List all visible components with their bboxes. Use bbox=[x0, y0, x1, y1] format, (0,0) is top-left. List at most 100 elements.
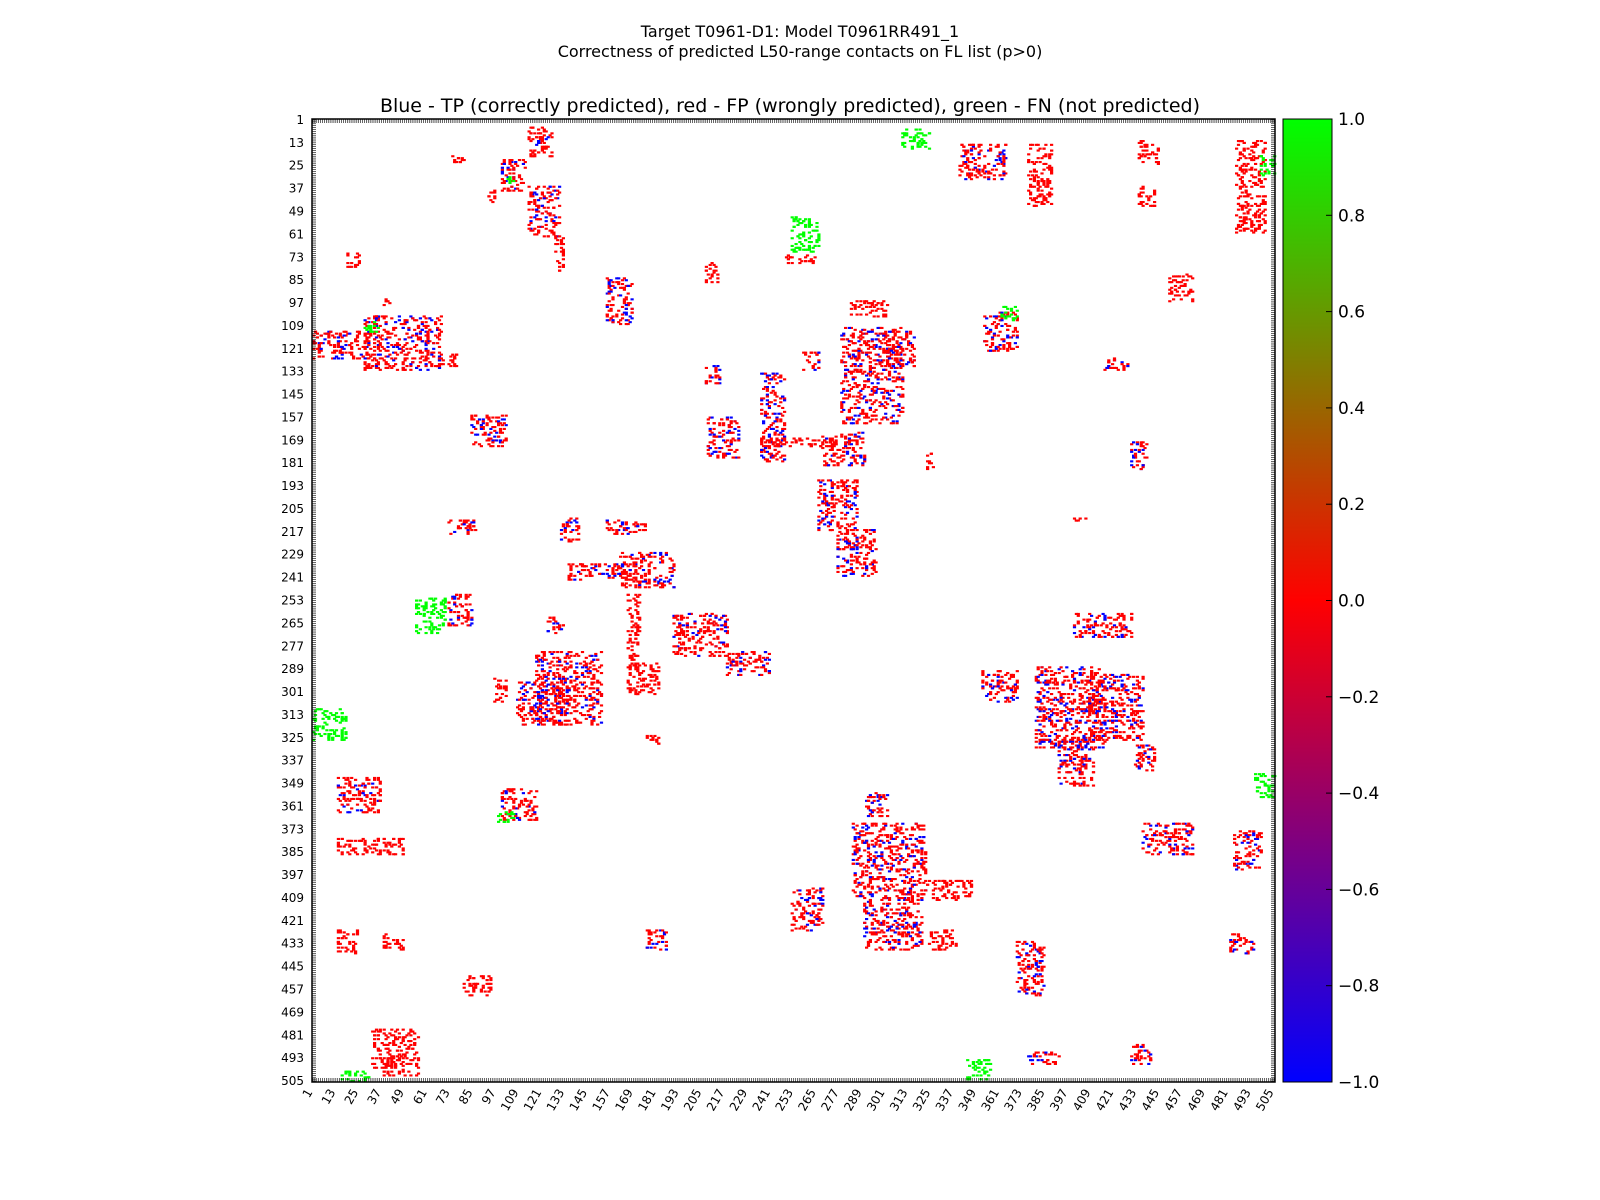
contact-cell bbox=[1004, 157, 1008, 160]
contact-cell bbox=[558, 721, 562, 724]
contact-cell bbox=[354, 265, 358, 268]
contact-cell bbox=[1259, 140, 1263, 143]
contact-cell bbox=[716, 365, 720, 368]
contact-cell bbox=[891, 389, 895, 392]
contact-cell bbox=[369, 326, 373, 329]
contact-cell bbox=[613, 286, 617, 289]
contact-cell bbox=[704, 380, 708, 383]
contact-cell bbox=[817, 233, 821, 236]
contact-cell bbox=[729, 448, 733, 451]
contact-cell bbox=[672, 635, 676, 638]
contact-cell bbox=[420, 605, 424, 608]
contact-cell bbox=[565, 723, 569, 726]
contact-cell bbox=[1002, 315, 1006, 318]
contact-cell bbox=[554, 708, 558, 711]
contact-cell bbox=[456, 614, 461, 617]
contact-cell bbox=[636, 662, 640, 665]
contact-cell bbox=[861, 441, 865, 444]
contact-cell bbox=[868, 546, 872, 549]
contact-cell bbox=[420, 355, 424, 358]
contact-cell bbox=[855, 546, 859, 549]
contact-cell bbox=[832, 515, 836, 518]
contact-cell bbox=[895, 366, 899, 369]
contact-cell bbox=[395, 342, 400, 345]
contact-cell bbox=[599, 721, 604, 724]
contact-cell bbox=[968, 161, 972, 164]
contact-cell bbox=[472, 519, 476, 522]
contact-cell bbox=[983, 324, 987, 327]
contact-cell bbox=[899, 395, 903, 398]
contact-cell bbox=[367, 366, 371, 369]
contact-cell bbox=[853, 355, 857, 358]
contact-cell bbox=[338, 351, 342, 354]
contact-cell bbox=[853, 376, 857, 379]
contact-cell bbox=[807, 220, 811, 223]
contact-cell bbox=[765, 662, 769, 665]
contact-cell bbox=[500, 166, 504, 169]
contact-cell bbox=[634, 662, 638, 665]
contact-cell bbox=[966, 164, 970, 167]
contact-cell bbox=[823, 517, 827, 520]
contact-cell bbox=[674, 614, 678, 617]
contact-cell bbox=[1139, 202, 1143, 205]
contact-cell bbox=[609, 288, 613, 291]
contact-cell bbox=[502, 422, 506, 425]
contact-cell bbox=[346, 265, 350, 268]
contact-cell bbox=[552, 222, 556, 225]
contact-cell bbox=[624, 307, 628, 310]
contact-cell bbox=[1130, 450, 1134, 453]
contact-cell bbox=[1040, 201, 1044, 204]
contact-cell bbox=[1238, 166, 1242, 169]
contact-cell bbox=[470, 416, 474, 419]
contact-cell bbox=[436, 317, 440, 320]
contact-cell bbox=[1042, 162, 1046, 165]
contact-cell bbox=[436, 365, 440, 368]
contact-cell bbox=[401, 345, 405, 348]
contact-cell bbox=[716, 454, 720, 457]
contact-cell bbox=[540, 723, 544, 726]
contact-cell bbox=[863, 300, 867, 303]
contact-cell bbox=[1122, 368, 1126, 371]
contact-cell bbox=[365, 345, 369, 348]
contact-cell bbox=[319, 349, 323, 352]
contact-cell bbox=[458, 519, 462, 522]
contact-cell bbox=[769, 452, 773, 455]
contact-cell bbox=[662, 580, 667, 583]
contact-cell bbox=[781, 439, 785, 442]
contact-cell bbox=[876, 326, 880, 329]
contact-cell bbox=[624, 576, 628, 579]
contact-cell bbox=[895, 330, 899, 333]
contact-cell bbox=[985, 317, 989, 320]
contact-cell bbox=[523, 698, 527, 701]
contact-cell bbox=[680, 632, 684, 635]
contact-cell bbox=[992, 332, 996, 335]
contact-cell bbox=[344, 717, 348, 720]
contact-cell bbox=[626, 647, 630, 650]
contact-cell bbox=[451, 353, 455, 356]
contact-cell bbox=[592, 706, 596, 709]
contact-cell bbox=[554, 632, 558, 635]
contact-cell bbox=[756, 666, 760, 669]
contact-cell bbox=[851, 376, 855, 379]
contact-cell bbox=[622, 584, 626, 587]
contact-cell bbox=[1242, 227, 1246, 230]
contact-cell bbox=[559, 243, 564, 246]
contact-cell bbox=[783, 424, 787, 427]
contact-cell bbox=[1170, 292, 1174, 295]
contact-cell bbox=[542, 673, 546, 676]
contact-cell bbox=[540, 149, 544, 152]
contact-cell bbox=[331, 334, 335, 337]
contact-cell bbox=[823, 494, 827, 497]
contact-cell bbox=[844, 502, 848, 505]
contact-cell bbox=[676, 645, 680, 648]
contact-cell bbox=[922, 134, 926, 137]
contact-cell bbox=[519, 710, 524, 713]
contact-cell bbox=[1187, 292, 1191, 295]
contact-cell bbox=[1044, 153, 1048, 156]
contact-cell bbox=[800, 243, 804, 246]
contact-cell bbox=[735, 652, 739, 655]
contact-cell bbox=[857, 357, 861, 360]
contact-cell bbox=[620, 523, 625, 526]
contact-cell bbox=[544, 138, 548, 141]
contact-cell bbox=[798, 437, 802, 440]
